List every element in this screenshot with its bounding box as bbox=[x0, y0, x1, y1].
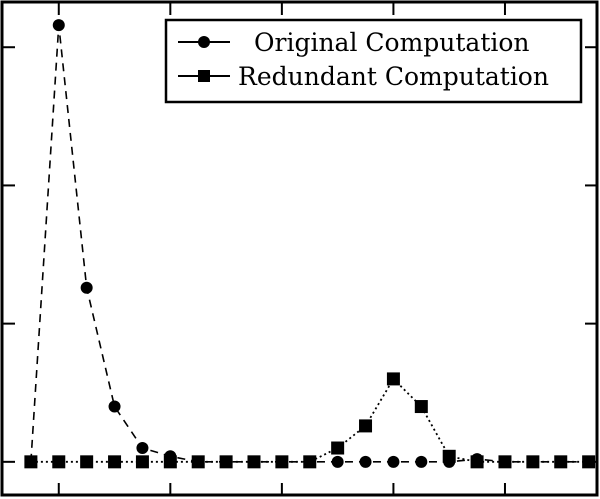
point-original-11 bbox=[331, 455, 344, 468]
point-redundant-1 bbox=[52, 455, 66, 469]
point-original-14 bbox=[415, 455, 428, 468]
point-original-20 bbox=[582, 455, 595, 468]
point-redundant-2 bbox=[80, 455, 94, 469]
point-original-16 bbox=[471, 453, 484, 466]
point-original-10 bbox=[303, 455, 316, 468]
legend: Original Computation Redundant Computati… bbox=[164, 18, 583, 104]
point-redundant-13 bbox=[386, 372, 400, 386]
legend-marker-square bbox=[198, 70, 210, 82]
series-0 bbox=[24, 19, 595, 468]
point-original-18 bbox=[526, 455, 539, 468]
point-redundant-12 bbox=[359, 419, 373, 433]
point-original-1 bbox=[52, 19, 65, 32]
point-redundant-11 bbox=[331, 441, 345, 455]
point-original-12 bbox=[359, 455, 372, 468]
point-original-7 bbox=[220, 455, 233, 468]
point-original-15 bbox=[443, 455, 456, 468]
point-original-17 bbox=[498, 455, 511, 468]
point-original-19 bbox=[554, 455, 567, 468]
point-original-4 bbox=[136, 442, 149, 455]
point-redundant-14 bbox=[414, 400, 428, 414]
point-redundant-4 bbox=[135, 455, 149, 469]
point-original-6 bbox=[192, 455, 205, 468]
legend-label-original: Original Computation bbox=[254, 28, 530, 57]
point-original-13 bbox=[387, 455, 400, 468]
series-line-1 bbox=[30, 377, 589, 463]
series-layer bbox=[24, 19, 596, 469]
point-original-2 bbox=[80, 281, 93, 294]
legend-box bbox=[164, 18, 583, 104]
point-original-9 bbox=[275, 455, 288, 468]
legend-label-redundant: Redundant Computation bbox=[238, 62, 549, 91]
legend-marker-circle bbox=[198, 36, 210, 48]
point-redundant-3 bbox=[108, 455, 122, 469]
point-original-3 bbox=[108, 400, 121, 413]
point-original-0 bbox=[24, 455, 37, 468]
point-original-5 bbox=[164, 450, 177, 463]
point-original-8 bbox=[247, 455, 260, 468]
